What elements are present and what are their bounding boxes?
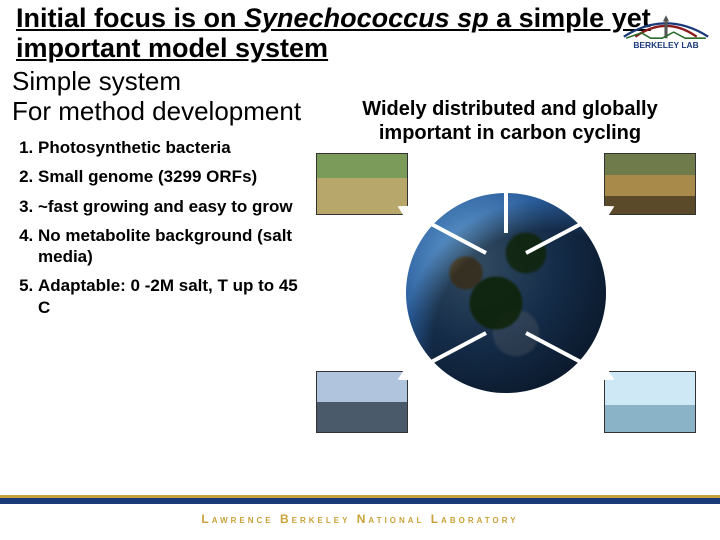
reason-item: ~fast growing and easy to grow xyxy=(38,196,302,217)
lab-logo: BERKELEY LAB xyxy=(620,6,712,57)
reason-item: Photosynthetic bacteria xyxy=(38,137,302,158)
reasons-list: Photosynthetic bacteria Small genome (329… xyxy=(12,137,302,318)
title-pre: Initial focus is on xyxy=(16,3,244,33)
reason-item: No metabolite background (salt media) xyxy=(38,225,302,268)
environment-thumb xyxy=(604,371,696,433)
footer-bar xyxy=(0,498,720,504)
slide-title: Initial focus is on Synechococcus sp a s… xyxy=(16,4,704,63)
environment-thumb xyxy=(604,153,696,215)
reason-item: Adaptable: 0 -2M salt, T up to 45 C xyxy=(38,275,302,318)
svg-text:BERKELEY LAB: BERKELEY LAB xyxy=(633,40,698,50)
environment-thumb xyxy=(316,371,408,433)
title-emphasis: Synechococcus sp xyxy=(244,3,489,33)
environment-thumb xyxy=(316,153,408,215)
right-subtitle: Widely distributed and globally importan… xyxy=(316,97,704,145)
distribution-diagram xyxy=(316,153,696,433)
footer-text: Lawrence Berkeley National Laboratory xyxy=(0,512,720,526)
left-subtitle: Simple systemFor method development xyxy=(12,67,302,127)
reason-item: Small genome (3299 ORFs) xyxy=(38,166,302,187)
